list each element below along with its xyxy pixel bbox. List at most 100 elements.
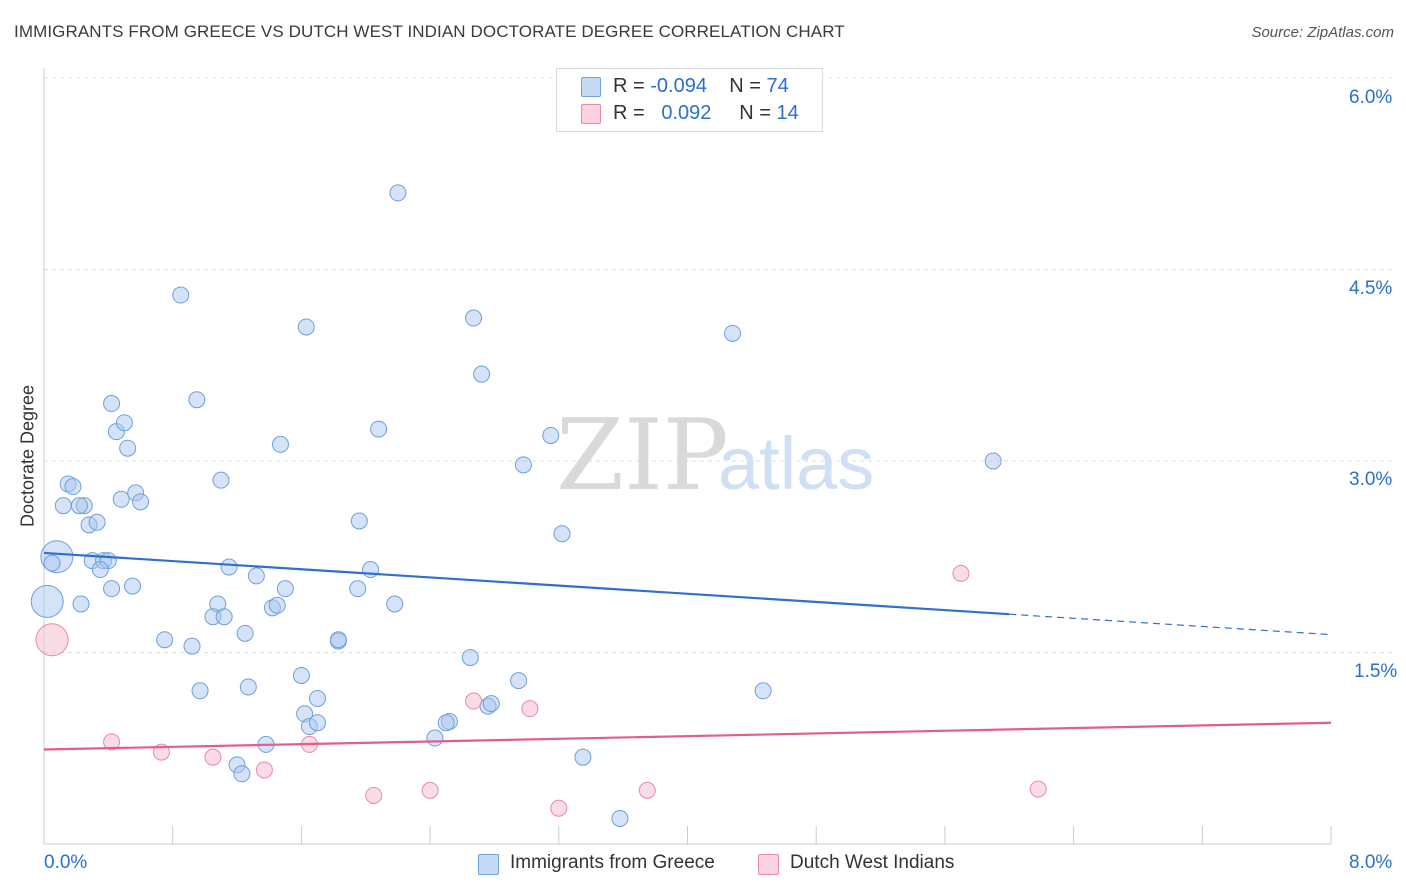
greece-point [482,695,500,713]
greece-point [329,631,347,649]
greece-point [43,554,61,572]
greece-point [239,678,257,696]
greece-point [64,478,82,496]
legend-label-dutch-west-indians: Dutch West Indians [790,852,955,873]
greece-point [292,666,310,684]
greece-point [473,365,491,383]
greece-point [115,414,133,432]
greece-trend-extension [1009,613,1332,636]
r-value: -0.094 [650,75,707,97]
greece-point [553,525,571,543]
r-value: 0.092 [661,102,712,124]
greece-point [188,391,206,409]
greece-point [386,595,404,613]
y-tick-label: 3.0% [1349,469,1393,490]
data-points [30,184,1047,827]
n-label: N = [739,102,771,124]
greece-point [247,567,265,585]
legend-swatch-dutch-west-indians [581,104,601,124]
greece-point [123,577,141,595]
greece-point [984,452,1002,470]
legend-swatch-greece [581,77,601,97]
dutch-west-indian-point [465,692,483,710]
r-label: R = [613,102,645,124]
greece-point [308,689,326,707]
greece-point [574,748,592,766]
dutch-west-indian-point [521,700,539,718]
greece-point [103,395,121,413]
dutch-west-indian-point [421,781,439,799]
greece-point [349,580,367,598]
source-label: Source: ZipAtlas.com [1251,24,1394,41]
greece-point [350,512,368,530]
greece-point [112,490,130,508]
greece-point [183,637,201,655]
greece-point [88,513,106,531]
greece-point [72,595,90,613]
greece-point [91,561,109,579]
dutch-west-indian-point [103,733,121,751]
chart-title: IMMIGRANTS FROM GREECE VS DUTCH WEST IND… [14,22,845,41]
axes [43,68,1332,845]
greece-point [271,435,289,453]
greece-point [191,682,209,700]
trend-lines [43,551,1332,751]
greece-point [156,631,174,649]
greece-point [754,682,772,700]
dutch-west-indian-point [952,564,970,582]
n-value: 14 [776,102,799,124]
greece-point [132,493,150,511]
watermark-zip: ZIP [556,399,729,513]
y-tick-label: 4.5% [1349,278,1393,299]
greece-point [276,580,294,598]
greece-point [30,584,64,618]
watermark-atlas: atlas [718,422,874,505]
dutch-west-indian-trend-line [43,721,1332,751]
greece-point [308,714,326,732]
dutch-west-indian-point [35,623,69,657]
y-tick-label: 1.5% [1354,661,1398,682]
stats-legend: R = -0.094 N = 74 R = 0.092 N = 14 [556,68,823,132]
greece-point [362,561,380,579]
greece-point [542,426,560,444]
greece-point [103,580,121,598]
n-value: 74 [766,75,789,97]
dutch-west-indian-point [550,799,568,817]
greece-point [510,672,528,690]
greece-trend-line [43,551,1010,616]
greece-point [724,324,742,342]
grid-lines [44,77,1392,653]
greece-point [426,729,444,747]
greece-point [370,420,388,438]
greece-point [514,456,532,474]
dutch-west-indian-point [638,781,656,799]
greece-point [70,497,88,515]
greece-point [212,471,230,489]
x-max-label: 8.0% [1349,852,1393,873]
greece-point [461,649,479,667]
greece-point [172,286,190,304]
legend-label-greece: Immigrants from Greece [510,852,715,873]
greece-point [54,497,72,515]
greece-point [215,608,233,626]
watermark: ZIP atlas [556,399,874,513]
n-label: N = [729,75,761,97]
greece-point [268,596,286,614]
r-label: R = [613,75,645,97]
greece-point [119,439,137,457]
legend-swatch-greece [478,854,499,875]
dutch-west-indian-point [204,748,222,766]
dutch-west-indian-point [255,761,273,779]
greece-point [389,184,407,202]
greece-point [236,624,254,642]
x-min-label: 0.0% [44,852,88,873]
greece-point [220,558,238,576]
greece-point [233,765,251,783]
dutch-west-indian-point [365,786,383,804]
legend-swatch-dutch-west-indians [758,854,779,875]
greece-point [437,714,455,732]
greece-point [465,309,483,327]
greece-point [297,318,315,336]
y-tick-label: 6.0% [1349,87,1393,108]
